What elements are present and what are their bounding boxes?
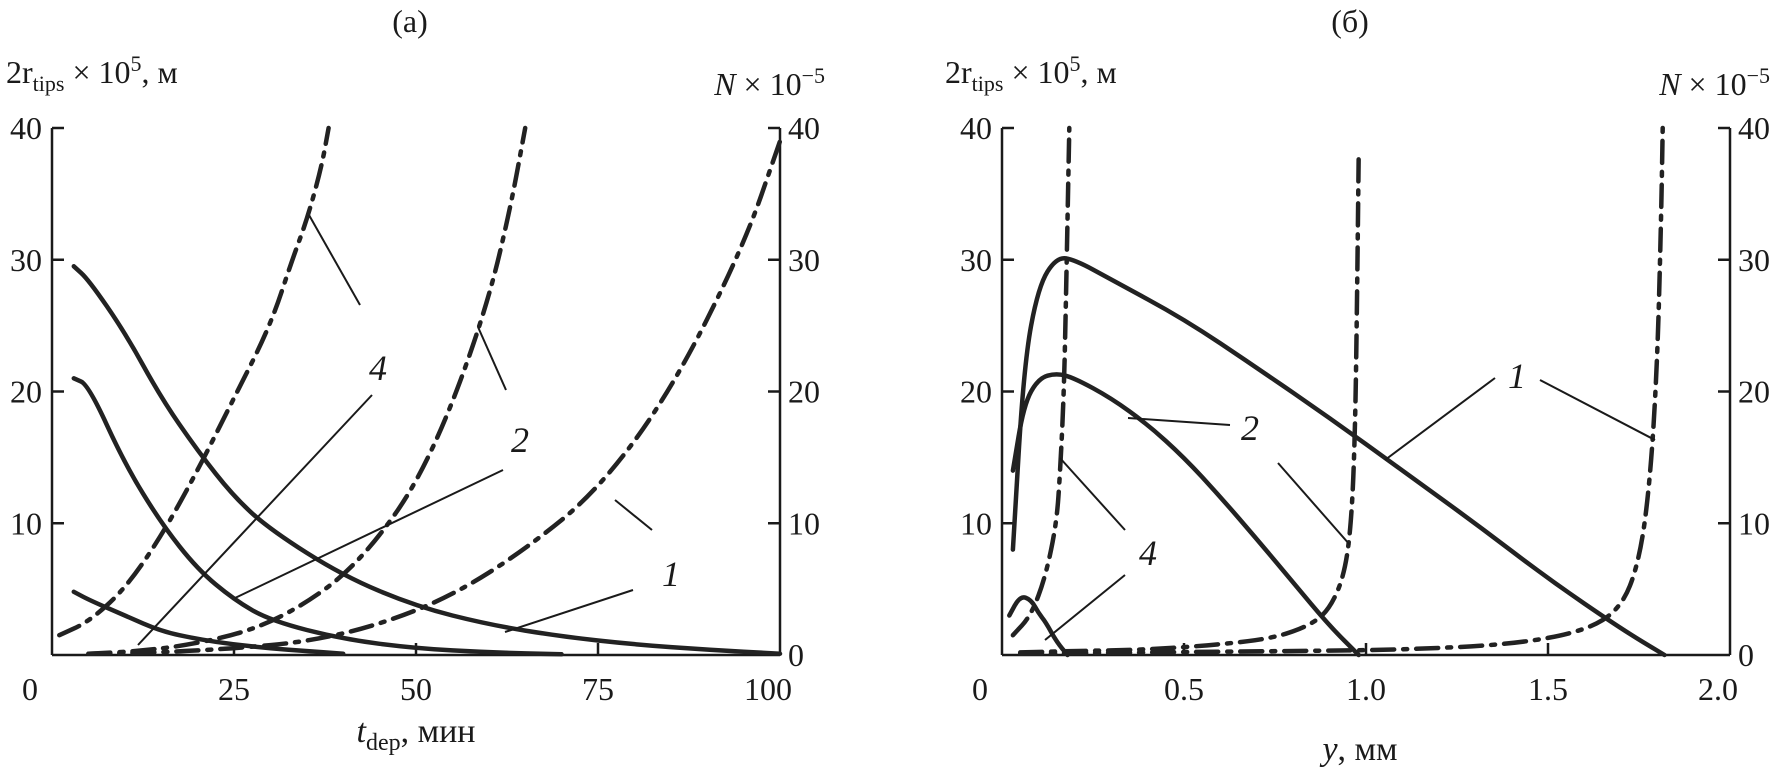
panel-a-ytick-left-label: 40	[10, 110, 42, 146]
panel-a-leader-2b	[234, 469, 504, 599]
panel-b-ylabel-left: 2rtips × 105, м	[945, 51, 1117, 96]
panel-b-ytick-right-label: 10	[1738, 505, 1770, 541]
panel-b-ylabel-right: N × 10−5	[1658, 63, 1770, 102]
panel-b-xtick-label: 2.0	[1698, 671, 1738, 707]
panel-b-ticks: 0 0.5 1.0 1.5 2.0 10 20 30 40 0 10 20 30 40	[960, 110, 1770, 707]
panel-b-leader-2b	[1277, 462, 1351, 546]
panel-b-ytick-left-label: 40	[960, 110, 992, 146]
panel-a-ytick-right-label: 40	[788, 110, 820, 146]
panel-a-curves	[57, 125, 783, 657]
panel-a-leader-1b	[504, 589, 634, 633]
panel-a-ytick-right-label: 30	[788, 242, 820, 278]
panel-b-ytick-left-label: 30	[960, 242, 992, 278]
panel-b-xtick-label: 1.5	[1528, 671, 1568, 707]
panel-b-leader-1a	[1384, 377, 1496, 461]
panel-a-leader-1a	[614, 499, 653, 531]
panel-b-curves	[1007, 125, 1667, 658]
panel-a-leader-2a	[477, 326, 507, 391]
panel-b-ytick-left-label: 10	[960, 505, 992, 541]
panel-a-ytick-right-label: 10	[788, 505, 820, 541]
panel-b-xlabel: y, мм	[1319, 731, 1397, 768]
panel-b-curve-label-4: 4	[1139, 533, 1157, 573]
panel-a-curve-2-count	[86, 125, 528, 656]
panel-b-curve-label-2: 2	[1241, 408, 1259, 448]
panel-a-ytick-right-label: 20	[788, 374, 820, 410]
panel-b-ytick-left-label: 20	[960, 374, 992, 410]
panel-a-ylabel-left: 2rtips × 105, м	[6, 51, 178, 96]
panel-a-curve-1-radius	[71, 264, 783, 656]
panel-b-xtick-label: 1.0	[1346, 671, 1386, 707]
panel-b-curve-1-count	[1017, 125, 1665, 656]
panel-a-curve-1-count	[86, 138, 783, 656]
panel-a-xlabel: tdep, мин	[356, 713, 475, 756]
panel-b-leader-1b	[1539, 379, 1656, 441]
panel-a-ytick-left-label: 30	[10, 242, 42, 278]
panel-b-xtick-label: 0.5	[1164, 671, 1204, 707]
panel-a-ytick-left-label: 20	[10, 374, 42, 410]
panel-a-ylabel-right: N × 10−5	[713, 63, 825, 102]
panel-b-leader-4a	[1059, 457, 1126, 531]
panel-b-ytick-right-label: 30	[1738, 242, 1770, 278]
panel-a-ytick-left-label: 10	[10, 505, 42, 541]
panel-b-ytick-right-label: 40	[1738, 110, 1770, 146]
panel-a-xtick-label: 75	[582, 671, 614, 707]
panel-a-xtick-label: 25	[218, 671, 250, 707]
panel-a-curve-label-1: 1	[662, 554, 680, 594]
panel-b-curve-label-1: 1	[1508, 356, 1526, 396]
panel-b-curve-4-count	[1010, 125, 1072, 638]
panel-b-ytick-right-label: 0	[1738, 637, 1754, 673]
panel-b-curve-4-radius	[1007, 595, 1070, 658]
panel-b-ytick-right-label: 20	[1738, 374, 1770, 410]
panel-b-leader-2a	[1127, 417, 1231, 426]
panel-a-leader-4b	[137, 394, 373, 646]
panel-b-leader-4b	[1044, 574, 1126, 641]
panel-a-ytick-right-label: 0	[788, 637, 804, 673]
panel-a-leader-4a	[308, 214, 361, 306]
panel-a-xtick-label: 50	[400, 671, 432, 707]
panel-b-xtick-label: 0	[972, 671, 988, 707]
panel-b: (б) 2rtips × 105, м N × 10−5 0 0.5 1.0 1.5 2…	[945, 3, 1770, 768]
panel-b-curve-2-radius	[1010, 372, 1361, 658]
panel-a-ticks: 0 25 50 75 100 10 20 30 40 0 10 20 30 40	[10, 110, 820, 707]
panel-a-curve-2-radius	[71, 376, 564, 657]
panel-b-label: (б)	[1331, 3, 1369, 39]
panel-a: (а) 2rtips × 105, м N × 10−5 0 25 50 75 1001…	[6, 3, 825, 756]
panel-a-curve-label-2: 2	[511, 420, 529, 460]
panel-a-curve-label-4: 4	[369, 348, 387, 388]
panel-a-xtick-label: 100	[744, 671, 792, 707]
panel-a-curve-4-count	[57, 125, 331, 638]
panel-b-curve-1-radius	[1010, 256, 1667, 658]
panel-a-curve-4-radius	[71, 589, 346, 656]
panel-b-curve-2-count	[1017, 152, 1361, 655]
panel-a-label: (а)	[392, 3, 428, 39]
panel-a-xtick-label: 0	[22, 671, 38, 707]
